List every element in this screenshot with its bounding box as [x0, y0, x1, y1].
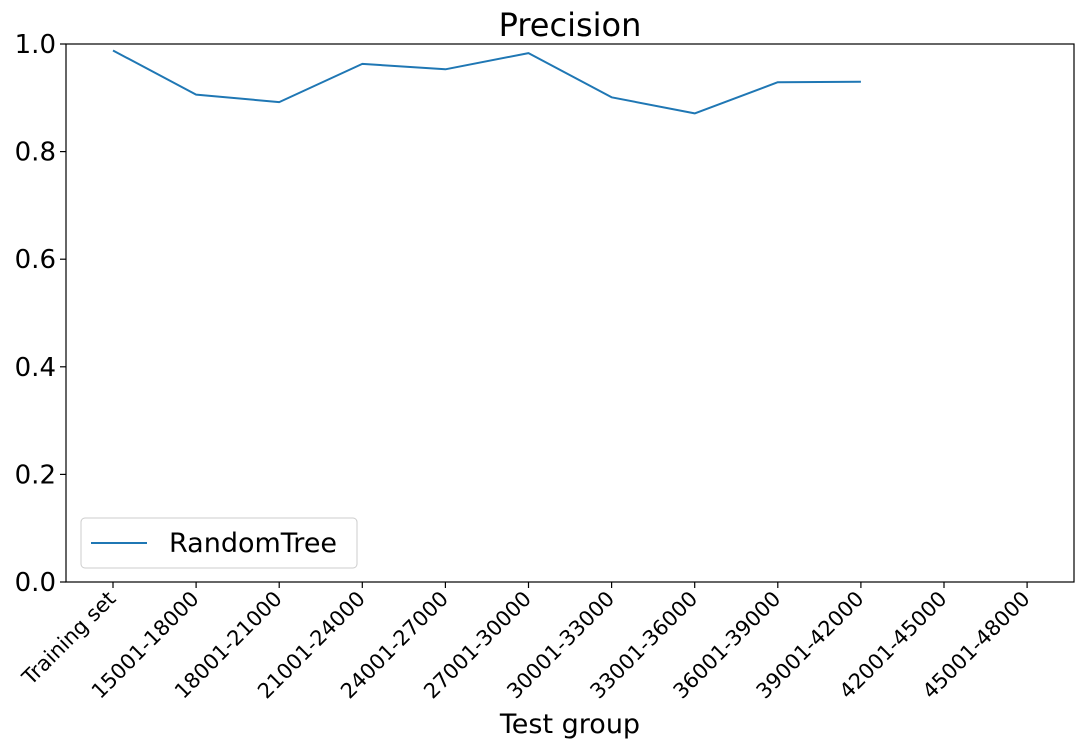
plot-area — [65, 43, 1075, 583]
chart-title: Precision — [499, 6, 642, 44]
y-axis: 0.0 0.2 0.4 0.6 0.8 1.0 — [15, 30, 66, 598]
y-tick-label: 0.4 — [15, 353, 56, 383]
y-tick-label: 0.8 — [15, 138, 56, 168]
x-axis: Training set15001-1800018001-2100021001-… — [17, 582, 1035, 703]
legend-label: RandomTree — [169, 528, 337, 559]
y-tick-label: 0.0 — [15, 568, 56, 598]
series-line-randomtree — [112, 49, 861, 115]
y-tick-label: 0.2 — [15, 460, 56, 490]
x-axis-label: Test group — [499, 709, 640, 740]
y-tick-label: 0.6 — [15, 245, 56, 275]
legend: RandomTree — [80, 517, 358, 569]
y-tick-label: 1.0 — [15, 30, 56, 60]
legend-box — [80, 517, 358, 569]
series-layer — [112, 49, 862, 115]
